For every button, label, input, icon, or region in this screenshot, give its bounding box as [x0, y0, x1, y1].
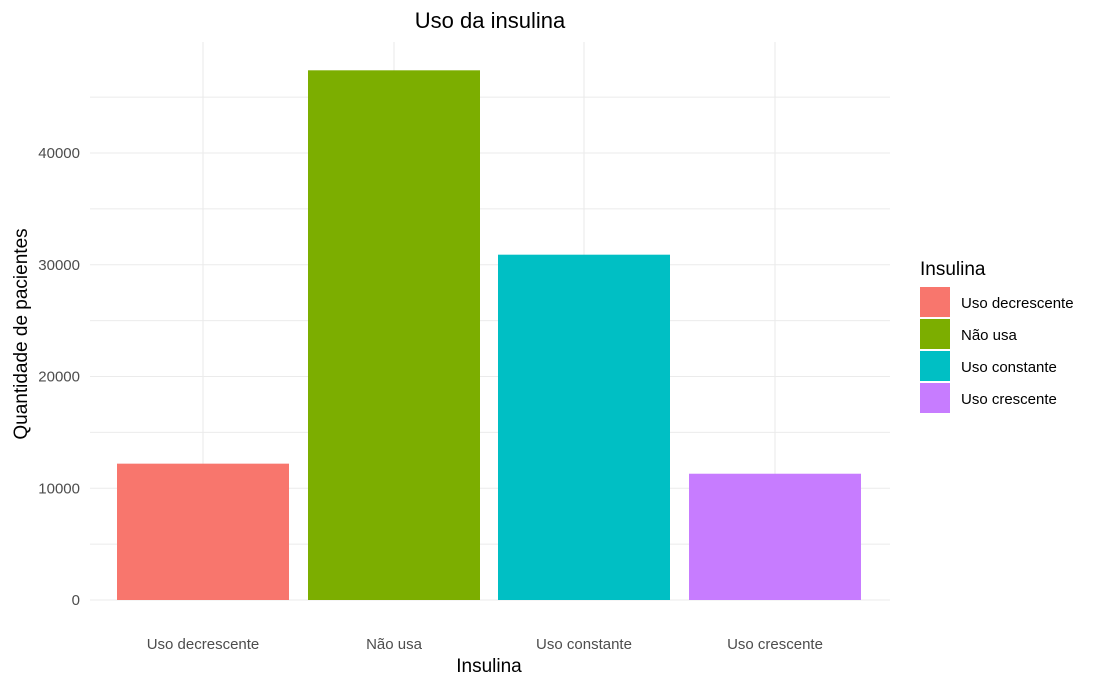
- legend-swatch: [920, 319, 950, 349]
- y-tick-label: 20000: [38, 369, 80, 386]
- legend-swatch: [920, 351, 950, 381]
- legend-label: Não usa: [961, 327, 1018, 344]
- x-axis-title: Insulina: [456, 656, 522, 677]
- legend-label: Uso decrescente: [961, 295, 1074, 312]
- bar-uso-crescente: [689, 473, 861, 600]
- legend: Insulina Uso decrescente Não usa Uso const…: [920, 259, 1074, 413]
- x-axis-ticks: Uso decrescente Não usa Uso constante Uso c…: [147, 636, 823, 653]
- x-tick-label: Uso crescente: [727, 636, 823, 653]
- y-tick-label: 10000: [38, 480, 80, 497]
- x-tick-label: Não usa: [366, 636, 423, 653]
- chart-title: Uso da insulina: [415, 8, 566, 33]
- legend-label: Uso crescente: [961, 391, 1057, 408]
- legend-title: Insulina: [920, 259, 986, 280]
- bar-uso-constante: [498, 254, 670, 600]
- y-tick-label: 40000: [38, 145, 80, 162]
- x-tick-label: Uso decrescente: [147, 636, 260, 653]
- legend-label: Uso constante: [961, 359, 1057, 376]
- legend-swatch: [920, 383, 950, 413]
- y-tick-label: 0: [72, 592, 80, 609]
- bars: [117, 70, 861, 601]
- x-tick-label: Uso constante: [536, 636, 632, 653]
- y-axis-title: Quantidade de pacientes: [11, 228, 32, 439]
- y-axis-ticks: 0 10000 20000 30000 40000: [38, 145, 80, 609]
- legend-swatch: [920, 287, 950, 317]
- y-tick-label: 30000: [38, 257, 80, 274]
- bar-n-o-usa: [308, 70, 480, 601]
- bar-uso-decrescente: [117, 463, 289, 600]
